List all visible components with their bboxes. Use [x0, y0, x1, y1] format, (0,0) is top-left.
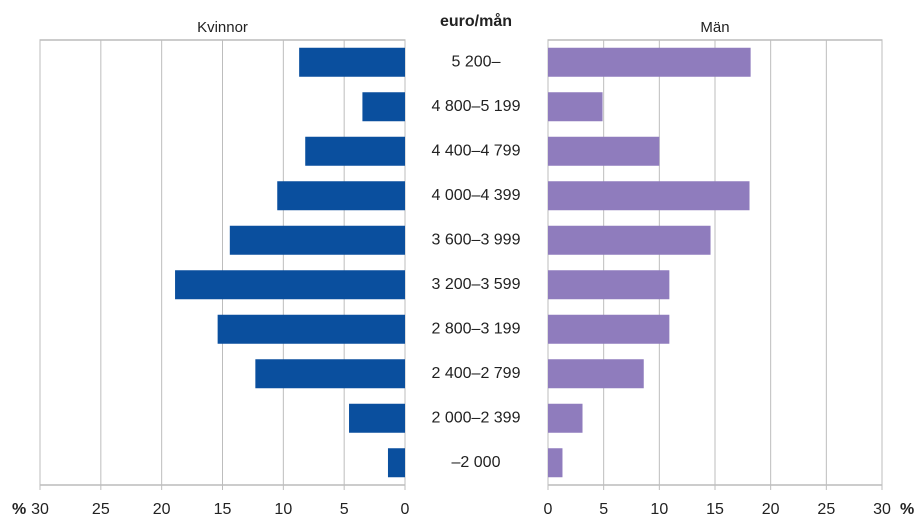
x-tick-label: 30 [31, 501, 49, 518]
category-label: 2 800–3 199 [432, 320, 521, 337]
category-label: 4 000–4 399 [432, 187, 521, 204]
category-title: euro/mån [440, 12, 512, 30]
category-label: 3 200–3 599 [432, 276, 521, 293]
category-label: 3 600–3 999 [432, 231, 521, 248]
bar [299, 47, 405, 77]
bar [548, 403, 583, 433]
x-tick-label: 30 [873, 501, 891, 518]
bar [548, 181, 750, 211]
x-tick-label: 10 [274, 501, 292, 518]
bar [548, 448, 563, 478]
x-tick-label: 5 [340, 501, 349, 518]
bar [548, 359, 644, 389]
bar [548, 136, 660, 166]
category-label: 5 200– [452, 53, 501, 70]
bar [548, 47, 751, 77]
bar [175, 270, 405, 300]
bar [548, 225, 711, 255]
x-tick-label: 15 [214, 501, 232, 518]
category-label: 2 400–2 799 [432, 365, 521, 382]
unit-label: % [12, 501, 26, 518]
bar [217, 314, 405, 344]
legend-label: Män [700, 19, 729, 36]
bar [349, 403, 405, 433]
x-tick-label: 20 [153, 501, 171, 518]
bar [387, 448, 405, 478]
bar [548, 270, 670, 300]
bar [277, 181, 405, 211]
category-label: 4 400–4 799 [432, 142, 521, 159]
x-tick-label: 0 [544, 501, 553, 518]
bar [229, 225, 405, 255]
x-tick-label: 25 [817, 501, 835, 518]
x-tick-label: 20 [762, 501, 780, 518]
bar [255, 359, 405, 389]
bar [548, 92, 603, 122]
bar [362, 92, 405, 122]
x-tick-label: 5 [599, 501, 608, 518]
x-tick-label: 10 [650, 501, 668, 518]
x-tick-label: 25 [92, 501, 110, 518]
category-label: 4 800–5 199 [432, 98, 521, 115]
category-label: 2 000–2 399 [432, 409, 521, 426]
legend-label: Kvinnor [197, 19, 248, 36]
x-tick-label: 15 [706, 501, 724, 518]
bar [305, 136, 405, 166]
bar [548, 314, 670, 344]
unit-label: % [900, 501, 914, 518]
x-tick-label: 0 [401, 501, 410, 518]
category-label: –2 000 [452, 454, 501, 471]
